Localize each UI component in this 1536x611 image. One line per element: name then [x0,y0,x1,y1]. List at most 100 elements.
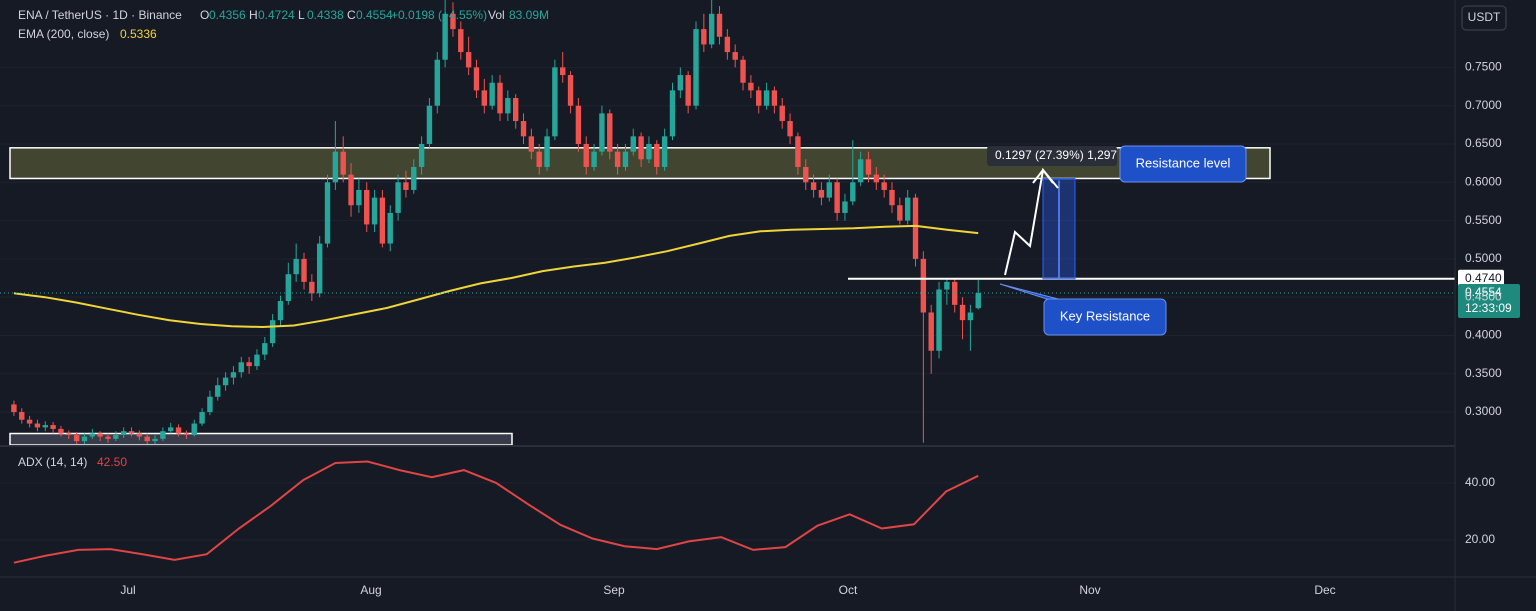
y-tick-label: 0.6000 [1465,174,1502,188]
candle-body [262,343,268,355]
candle-body [411,166,417,190]
candle-body [175,427,182,434]
y-tick-label: 0.3000 [1465,404,1502,418]
candle-body [889,189,895,206]
y-tick-label: 0.7000 [1465,98,1502,112]
candle-body [818,189,825,198]
candle-body [732,52,738,60]
candle-body [740,59,746,83]
candle-body [81,436,88,442]
candle-body [897,205,903,221]
adx-tick-label: 40.00 [1465,475,1495,489]
candle-body [669,90,676,137]
y-tick-label: 0.3500 [1465,366,1502,380]
candle-body [795,136,801,167]
candle-body [379,197,386,244]
x-tick-label: Sep [603,583,625,597]
candle-body [560,67,566,76]
candle-body [528,136,535,152]
last-price-tag [1458,284,1520,319]
candle-body [865,159,872,175]
candle-body [677,75,684,91]
candle-body [826,182,832,198]
candle-body [952,281,958,305]
candle-body [207,396,213,413]
candle-body [238,362,244,373]
candle-body [881,182,887,190]
callout-resistance [1119,145,1247,183]
candle-body [873,174,880,183]
currency[interactable]: USDT [1468,10,1501,24]
candle-body [309,281,315,294]
candle-body [904,197,911,221]
candle-body [607,113,613,152]
currency-button[interactable] [1461,5,1507,31]
candle-body [975,293,981,309]
candle-body [222,377,229,386]
candle-body [850,182,856,202]
adx-legend: ADX (14, 14) [18,455,87,469]
candle-body [316,243,323,294]
candle-body [834,182,840,213]
key-resistance-tag [1458,269,1504,288]
callout-key [1043,298,1167,336]
countdown: 12:33:09 [1465,301,1512,315]
candle-body [152,438,158,442]
candle-body [505,98,511,114]
candle-body [458,29,464,53]
y-tick-label: 0.6500 [1465,136,1502,150]
candle-body [630,136,636,152]
ohlc-value: 0.4554 [356,8,393,22]
candle-body [654,143,660,167]
candle-body [928,312,934,351]
y-tick-label: 0.5000 [1465,251,1502,265]
candle-body [128,431,135,434]
candle-body [277,301,284,321]
candle-body [912,197,919,259]
candle-body [599,113,605,152]
candle-body [591,151,597,167]
adx-value: 42.50 [97,455,127,469]
candle-body [842,201,848,213]
candle-body [465,52,472,68]
last-price: 0.4554 [1465,285,1502,299]
candle-body [716,13,723,37]
ohlc-value: 0.4356 [209,8,246,22]
candle-body [19,412,25,420]
candle-body [364,189,370,225]
candle-body [11,404,17,413]
candle-body [481,90,488,106]
measure-label: 0.1297 (27.39%) 1,297 [995,148,1117,162]
candle-body [160,431,166,439]
candle-body [254,354,260,367]
candle-body [285,274,292,302]
candle-body [269,320,276,344]
ohlc-value: 0.4724 [258,8,295,22]
candle-body [120,431,127,436]
candle-body [136,433,143,437]
symbol: ENA / TetherUS · 1D · Binance [18,8,182,22]
measure-label-bg [987,146,1117,166]
candle-body [489,82,495,106]
candle-body [552,67,558,137]
candle-body [567,75,574,106]
candle-body [583,143,589,167]
candle-body [387,212,393,244]
ohlc-label: C [347,8,356,22]
candle-body [191,423,197,436]
candle-body [685,75,691,106]
candle-body [418,143,425,167]
candle-body [936,289,942,351]
candle-body [748,82,754,91]
candle-body [403,182,409,190]
y-tick-label: 0.5500 [1465,213,1502,227]
candle-body [356,189,362,206]
ohlc-label: H [249,8,258,22]
candle-body [810,182,817,190]
candle-body [803,166,809,183]
candle-body [199,412,205,424]
candle-body [340,151,346,175]
candle-body [89,433,96,437]
candle-body [144,436,150,442]
candle-body [324,182,331,244]
